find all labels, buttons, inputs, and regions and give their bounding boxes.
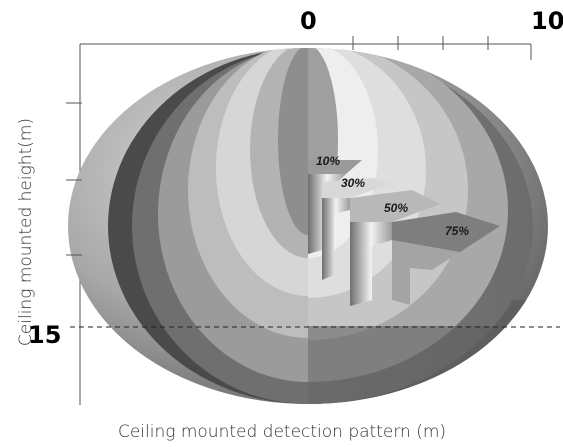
top-tick-label-10: 10 bbox=[531, 7, 563, 35]
zone-label-30: 30% bbox=[341, 176, 365, 190]
top-tick-label-0: 0 bbox=[300, 7, 317, 35]
zone-label-75: 75% bbox=[445, 224, 469, 238]
y-axis-title: Ceiling mounted height(m) bbox=[16, 118, 36, 346]
left-tick-label-15: 15 bbox=[28, 321, 61, 349]
x-axis-title: Ceiling mounted detection pattern (m) bbox=[118, 422, 446, 442]
left-ticks bbox=[66, 102, 82, 256]
top-ticks bbox=[352, 36, 489, 50]
terrace-steps bbox=[308, 160, 500, 306]
zone-label-50: 50% bbox=[384, 201, 408, 215]
zone-label-10: 10% bbox=[316, 154, 340, 168]
